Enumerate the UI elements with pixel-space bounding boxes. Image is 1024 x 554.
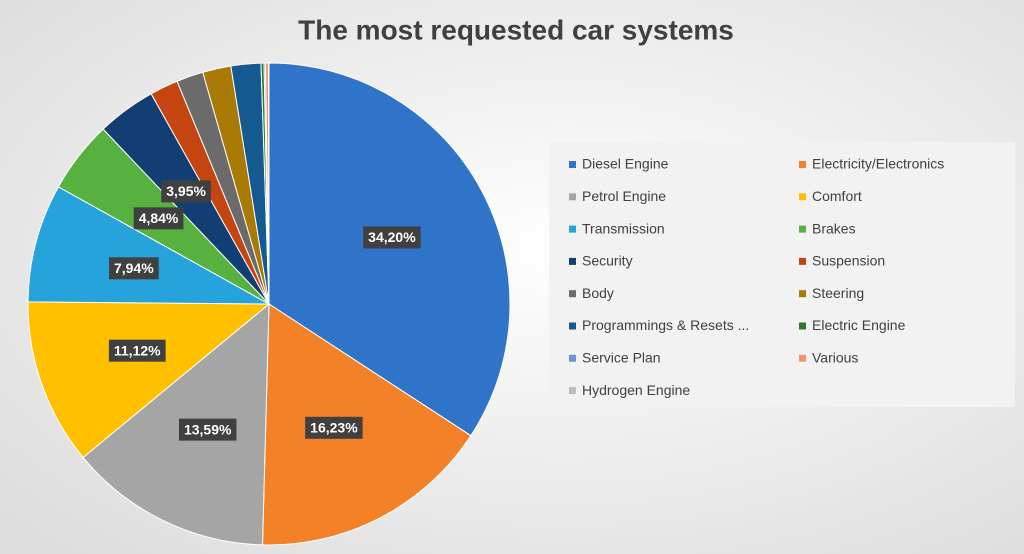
- legend-swatch: [799, 322, 806, 330]
- legend-swatch: [799, 161, 806, 168]
- legend-swatch: [569, 322, 576, 330]
- pie-slice: [27, 186, 270, 305]
- legend-label: Electric Engine: [812, 317, 906, 333]
- data-label-box: [161, 180, 211, 203]
- legend-label: Service Plan: [582, 350, 661, 366]
- data-label-text: 4,84%: [139, 210, 179, 226]
- data-label: 4,84%: [133, 207, 184, 230]
- data-label: 11,12%: [108, 339, 166, 362]
- legend-label: Hydrogen Engine: [582, 382, 690, 398]
- data-label-box: [108, 339, 166, 362]
- legend-label: Steering: [812, 285, 864, 301]
- legend-label: Comfort: [812, 188, 862, 204]
- legend-swatch: [799, 193, 806, 201]
- legend-swatch: [569, 193, 576, 201]
- legend-swatch: [569, 161, 576, 168]
- pie-slice: [82, 302, 270, 546]
- data-label-box: [109, 257, 159, 280]
- legend-label: Diesel Engine: [582, 156, 669, 172]
- data-label-text: 13,59%: [184, 421, 232, 437]
- legend-swatch: [799, 354, 806, 362]
- data-label-box: [363, 226, 421, 249]
- legend-swatch: [799, 257, 806, 265]
- pie-slice: [261, 303, 472, 546]
- legend-label: Security: [582, 253, 633, 269]
- legend-swatch: [569, 354, 576, 362]
- legend-swatch: [799, 290, 806, 298]
- data-label: 16,23%: [305, 416, 363, 439]
- legend-label: Various: [812, 350, 858, 366]
- legend-label: Transmission: [582, 220, 665, 236]
- data-label: 34,20%: [363, 226, 421, 249]
- data-label-text: 34,20%: [368, 229, 416, 245]
- data-label-text: 16,23%: [310, 420, 358, 436]
- chart-title: The most requested car systems: [298, 14, 734, 45]
- legend-label: Suspension: [812, 253, 885, 269]
- legend-swatch: [569, 225, 576, 233]
- pie-slice: [268, 62, 511, 437]
- legend-box: [549, 142, 1015, 407]
- legend-swatch: [569, 387, 576, 395]
- legend-label: Brakes: [812, 220, 856, 236]
- data-label-box: [178, 418, 237, 441]
- legend-label: Petrol Engine: [582, 188, 666, 204]
- data-label-text: 11,12%: [114, 342, 161, 358]
- data-label: 13,59%: [178, 418, 237, 441]
- legend-label: Programmings & Resets ...: [582, 317, 749, 333]
- legend-swatch: [569, 290, 576, 298]
- pie-slice: [27, 301, 271, 459]
- legend-swatch: [799, 225, 806, 233]
- data-label-text: 7,94%: [114, 260, 154, 276]
- data-label-text: 3,95%: [166, 183, 206, 199]
- legend-label: Body: [582, 285, 614, 301]
- data-label-box: [305, 416, 363, 439]
- legend-label: Electricity/Electronics: [812, 156, 944, 172]
- data-label-box: [133, 207, 184, 230]
- legend-swatch: [569, 257, 576, 265]
- data-label: 7,94%: [109, 257, 159, 280]
- data-label: 3,95%: [161, 180, 211, 203]
